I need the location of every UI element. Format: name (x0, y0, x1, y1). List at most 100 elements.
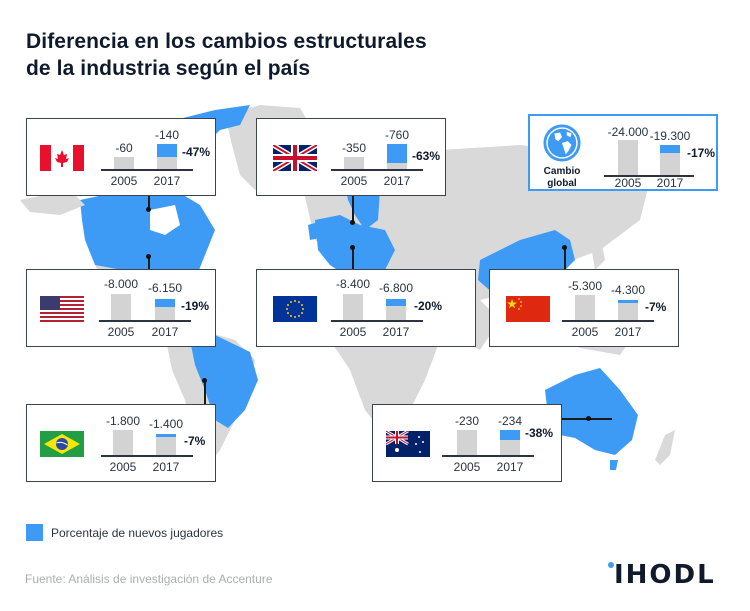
card-eu: -8.400 -6.800 -20% 2005 2017 (256, 269, 476, 347)
value-2017: -140 (154, 128, 180, 142)
value-2005: -8.400 (335, 277, 371, 291)
card-canada: -60 -140 -47% 2005 2017 (26, 118, 216, 196)
value-2017: -760 (384, 128, 410, 142)
bar-2005 (343, 294, 363, 320)
value-2005: -60 (115, 141, 133, 155)
card-china: -5.300 -4.300 -7% 2005 2017 (489, 269, 679, 347)
bar-2005 (575, 295, 595, 320)
legend-label: Porcentaje de nuevos jugadores (51, 525, 224, 540)
baseline (331, 320, 423, 322)
bar-2017 (156, 437, 176, 455)
pct-change: -63% (412, 149, 441, 163)
usa-flag (40, 296, 84, 322)
baseline (99, 320, 191, 322)
bar-2017-new (387, 144, 407, 163)
title-line-2: de la industria según el país (26, 57, 311, 80)
connector-dot-brazil (202, 378, 207, 383)
baseline (101, 455, 193, 457)
chart-title: Diferencia en los cambios estructurales … (26, 28, 427, 82)
logo-dot-icon (608, 562, 614, 568)
year-2017: 2017 (151, 325, 179, 339)
connector-dot-eu (350, 245, 355, 250)
value-2005: -350 (341, 141, 367, 155)
baseline (101, 169, 193, 171)
canada-flag (40, 145, 84, 171)
legend: Porcentaje de nuevos jugadores (26, 524, 223, 541)
connector-eu (352, 247, 354, 269)
pct-change: -7% (184, 434, 206, 448)
uk-flag (273, 145, 317, 171)
brazil-flag (40, 431, 84, 457)
bar-2017-new (660, 145, 680, 153)
value-2017: -19.300 (649, 129, 691, 143)
baseline (331, 169, 423, 171)
year-2017: 2017 (383, 174, 411, 188)
bar-2017 (660, 153, 680, 175)
china-flag (506, 296, 550, 322)
bar-2017-new (157, 144, 177, 157)
year-2017: 2017 (656, 176, 684, 190)
bar-2017 (386, 306, 406, 320)
year-2005: 2005 (614, 176, 642, 190)
baseline (442, 455, 534, 457)
pct-change: -20% (414, 299, 443, 313)
eu-flag (273, 296, 317, 322)
connector-dot-china (562, 245, 567, 250)
year-2005: 2005 (110, 174, 138, 188)
pct-change: -17% (687, 146, 716, 160)
value-2017: -1.400 (148, 417, 184, 431)
year-2005: 2005 (453, 460, 481, 474)
year-2005: 2005 (109, 460, 137, 474)
year-2005: 2005 (571, 325, 599, 339)
connector-canada (148, 193, 150, 210)
bar-2017-new (386, 299, 406, 306)
card-usa: -8.000 -6.150 -19% 2005 2017 (26, 269, 216, 347)
value-2005: -8.000 (103, 277, 139, 291)
bar-2017-new (155, 299, 175, 307)
bar-2005 (114, 157, 134, 169)
connector-dot-australia (586, 416, 591, 421)
connector-dot-uk (350, 220, 355, 225)
year-2005: 2005 (340, 174, 368, 188)
bar-2005 (344, 157, 364, 169)
title-line-1: Diferencia en los cambios estructurales (26, 30, 427, 53)
bar-2005 (111, 294, 131, 320)
baseline (562, 320, 654, 322)
year-2017: 2017 (496, 460, 524, 474)
bar-2017 (618, 303, 638, 320)
card-uk: -350 -760 -63% 2005 2017 (256, 118, 446, 196)
connector-china (564, 247, 566, 269)
bar-2017 (155, 307, 175, 320)
bar-2017-new (156, 434, 176, 437)
connector-uk (352, 193, 354, 223)
pct-change: -19% (181, 299, 210, 313)
global-label-line2: global (547, 178, 577, 189)
pct-change: -7% (645, 300, 667, 314)
bar-2005 (457, 430, 477, 455)
year-2017: 2017 (152, 460, 180, 474)
connector-dot-usa (146, 254, 151, 259)
value-2017: -234 (497, 414, 523, 428)
bar-2017-new (500, 430, 520, 440)
bar-2017 (500, 440, 520, 455)
connector-usa (148, 256, 150, 270)
year-2005: 2005 (107, 325, 135, 339)
card-brazil: -1.800 -1.400 -7% 2005 2017 (26, 404, 216, 482)
legend-swatch (26, 524, 43, 541)
pct-change: -38% (525, 426, 554, 440)
year-2017: 2017 (153, 174, 181, 188)
bar-2017 (157, 157, 177, 169)
global-label-line1: Cambio (543, 166, 581, 177)
value-2005: -24.000 (607, 125, 649, 139)
value-2017: -4.300 (610, 283, 646, 297)
baseline (604, 175, 694, 177)
pct-change: -47% (182, 145, 211, 159)
bar-2017 (387, 163, 407, 169)
value-2017: -6.800 (378, 281, 414, 295)
source-note: Fuente: Análisis de investigación de Acc… (25, 572, 273, 586)
bar-2017-new (618, 300, 638, 303)
globe-icon (543, 124, 581, 162)
brand-logo: IHODL (614, 560, 716, 590)
value-2005: -5.300 (567, 279, 603, 293)
australia-flag (386, 431, 430, 457)
